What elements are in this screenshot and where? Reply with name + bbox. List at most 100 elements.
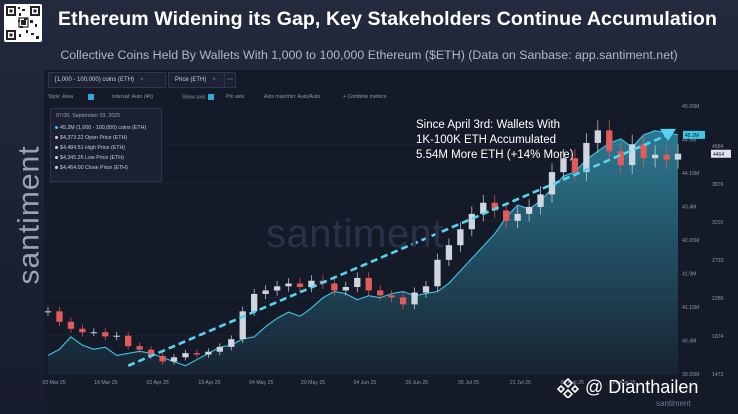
candle-body (537, 194, 544, 207)
trend-line (127, 128, 676, 367)
add-metric-button[interactable]: ⋯ (224, 72, 236, 88)
holdings-area-fill (48, 130, 678, 374)
price-candle (262, 285, 269, 300)
price-candle (388, 290, 395, 303)
x-tick: 21 Jul 25 (510, 380, 531, 386)
candle-body (90, 332, 97, 334)
combine-metrics-button[interactable]: + Combine metrics (343, 94, 387, 100)
candle-body (399, 297, 407, 305)
price-candle (399, 292, 407, 310)
x-tick: 20 May 25 (301, 380, 325, 386)
tooltip-row-label: $4,484.51 High Price (ETH) (60, 145, 126, 151)
chart-tooltip: 07:00, September 03, 2025 45.2M (1,000 -… (50, 108, 162, 182)
price-candle (102, 328, 109, 341)
close-icon[interactable]: × (212, 77, 216, 83)
price-candle (537, 186, 544, 215)
tooltip-row: 45.2M (1,000 - 100,000) coins (ETH) (55, 125, 146, 131)
style-selector[interactable]: Style: Area (48, 94, 74, 100)
price-candle (159, 352, 166, 365)
candle-body (411, 292, 418, 305)
tooltip-row-label: $4,373.22 Open Price (ETH) (60, 135, 128, 141)
binance-icon (557, 378, 579, 398)
y-left-tick: 41.15M (682, 305, 699, 311)
candle-body (514, 213, 521, 221)
price-candle (468, 206, 475, 237)
candle-body (296, 283, 304, 287)
tab-price-label: Price (ETH) (175, 77, 207, 83)
price-candle (651, 145, 659, 168)
candle-body (170, 357, 178, 362)
candle-body (147, 349, 155, 356)
price-candle (193, 349, 201, 358)
qr-code (4, 4, 42, 42)
price-candle (491, 194, 498, 219)
price-candle (480, 194, 487, 222)
tab-price[interactable]: Price (ETH) × (168, 72, 234, 88)
price-candle (90, 328, 97, 337)
y-right-tick: 4584 (712, 144, 724, 150)
x-axis: 03 Mar 25 19 Mar 25 02 Apr 25 19 Apr 25 04 M… (42, 380, 635, 386)
price-candle (434, 253, 441, 292)
tooltip-row-label: $4,345.26 Low Price (ETH) (60, 155, 124, 161)
y-left-tick: 44.15M (682, 171, 699, 177)
color-swatch[interactable] (86, 94, 94, 100)
candle-body (205, 351, 212, 355)
price-candle (629, 134, 636, 175)
price-candle (67, 317, 75, 333)
candle-body (651, 154, 659, 159)
x-tick: 02 Apr 25 (147, 380, 169, 386)
candle-body (193, 353, 201, 355)
price-candle (44, 306, 52, 316)
price-candle (377, 285, 384, 301)
candle-body (125, 335, 132, 347)
candle-body (663, 154, 670, 160)
pin-axis-toggle[interactable]: Pin axis (226, 94, 245, 100)
x-tick: 05 Jul 25 (458, 380, 479, 386)
interval-selector[interactable]: Interval: Auto (4h) (112, 94, 153, 100)
tab-holdings-label: [1,000 - 100,000) coins (ETH) (55, 77, 135, 83)
author-badge: @ Dianthailen (553, 374, 738, 402)
candle-body (262, 290, 269, 294)
price-candle (216, 343, 223, 356)
tooltip-row: $4,484.51 High Price (ETH) (55, 145, 126, 151)
candle-body (525, 206, 533, 214)
price-candle (342, 281, 349, 296)
candle-body (606, 130, 613, 152)
price-candle (525, 199, 533, 222)
x-tick: 19 Mar 25 (94, 380, 117, 386)
candle-body (377, 290, 384, 296)
candle-body (239, 311, 246, 340)
show-axis-toggle[interactable]: Show axis (182, 94, 214, 100)
tooltip-row: $4,373.22 Open Price (ETH) (55, 135, 128, 141)
price-candle (228, 335, 235, 351)
tab-holdings[interactable]: [1,000 - 100,000) coins (ETH) × (48, 72, 166, 88)
candle-body (228, 339, 235, 347)
y-axis-right: 4584 3876 3201 2733 2286 1874 1472 45.2M 4464 (683, 130, 731, 378)
price-candle (125, 331, 132, 350)
tooltip-row-label: $4,464.00 Close Price (ETH) (60, 165, 128, 171)
santiment-watermark: santiment (266, 212, 444, 256)
price-candle (583, 133, 590, 181)
candle-body (468, 213, 475, 230)
price-candle (205, 348, 212, 358)
y-left-tick: 39.65M (682, 372, 699, 378)
axis-range-selector[interactable]: Axis max/min: Auto/Auto (264, 94, 321, 100)
candle-body (182, 353, 189, 358)
page-title: Ethereum Widening its Gap, Key Stakehold… (58, 8, 717, 30)
candle-body (67, 321, 75, 329)
series-dot (55, 156, 58, 159)
candle-body (583, 142, 590, 173)
price-candle (56, 306, 63, 327)
page-subtitle: Collective Coins Held By Wallets With 1,… (60, 48, 678, 62)
candle-body (674, 153, 682, 160)
y-left-tick: 45.65M (682, 104, 699, 110)
price-candle (354, 272, 361, 293)
price-candle (594, 120, 601, 153)
y-right-tick: 2286 (712, 296, 724, 302)
annotation-text: Since April 3rd: Wallets With 1K-100K ET… (416, 118, 616, 163)
candle-body (571, 158, 579, 173)
series-dot (55, 136, 58, 139)
close-icon[interactable]: × (140, 77, 144, 83)
candle-body (354, 277, 361, 287)
